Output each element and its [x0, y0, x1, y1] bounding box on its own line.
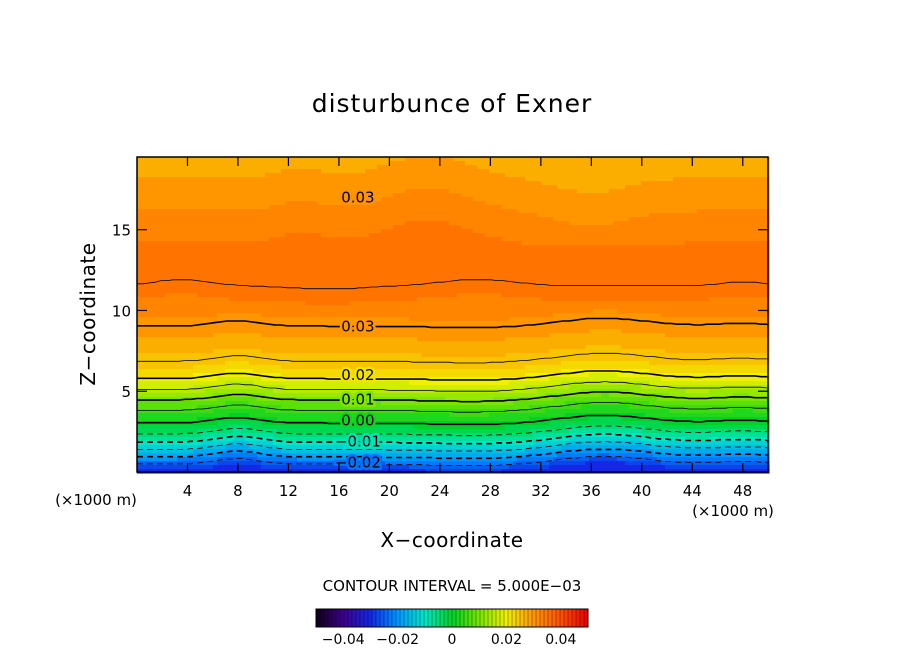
colorbar: −0.04 −0.02 0 0.02 0.04 — [315, 608, 589, 648]
contour-line — [137, 448, 767, 460]
x-tick-label: 48 — [733, 482, 752, 500]
contour-lines — [137, 279, 768, 466]
x-unit-left: (×1000 m) — [55, 491, 137, 509]
x-tick-label: 4 — [183, 482, 193, 500]
contour-line — [137, 279, 768, 290]
contour-label: −0.01 — [335, 432, 381, 450]
contour-label: 0.00 — [341, 411, 374, 429]
colorbar-tick-label: 0 — [448, 632, 457, 648]
x-tick-label: 12 — [279, 482, 298, 500]
contour-line — [137, 425, 767, 437]
plot-area: 0.030.030.020.010.00−0.01−0.02 4 8 12 16 20 2… — [112, 156, 770, 500]
contour-fill — [137, 157, 770, 474]
y-axis: 5 10 15 — [112, 222, 768, 401]
y-tick-label: 15 — [112, 222, 131, 240]
x-tick-label: 40 — [632, 482, 651, 500]
contour-labels: 0.03 0.03 0.02 0.01 0.00 −0.01 −0.02 — [332, 186, 383, 474]
x-axis: 4 8 12 16 20 24 28 32 36 40 44 48 — [183, 157, 752, 500]
contour-line — [137, 456, 767, 466]
contour-label: 0.02 — [341, 366, 374, 384]
colorbar-tick-label: −0.02 — [376, 632, 419, 648]
contour-line — [137, 381, 768, 392]
contour-line — [137, 352, 767, 364]
colorbar-swatches — [315, 609, 589, 627]
colorbar-tick-label: 0.04 — [545, 632, 576, 648]
y-tick-label: 10 — [112, 302, 131, 320]
contour-line — [137, 440, 768, 452]
x-tick-label: 32 — [531, 482, 550, 500]
x-tick-label: 8 — [233, 482, 243, 500]
chart-title: disturbunce of Exner — [312, 89, 593, 118]
contour-label: −0.02 — [335, 453, 381, 471]
x-tick-label: 24 — [430, 482, 449, 500]
x-tick-label: 20 — [380, 482, 399, 500]
contour-label: 0.03 — [341, 188, 374, 206]
contour-line — [137, 402, 767, 413]
x-tick-label: 44 — [683, 482, 702, 500]
contour-line — [137, 414, 767, 426]
colorbar-tick-label: 0.02 — [491, 632, 522, 648]
x-tick-label: 16 — [329, 482, 348, 500]
colorbar-frame — [315, 608, 589, 628]
contour-line — [137, 317, 767, 329]
contour-line — [137, 370, 767, 381]
x-axis-label: X−coordinate — [380, 528, 523, 552]
x-tick-label: 28 — [481, 482, 500, 500]
x-unit-right: (×1000 m) — [692, 502, 774, 520]
colorbar-tick-label: −0.04 — [322, 632, 365, 648]
contour-interval-text: CONTOUR INTERVAL = 5.000E−03 — [323, 577, 582, 595]
contour-label: 0.01 — [341, 390, 374, 408]
contour-line — [137, 433, 768, 445]
plot-frame — [136, 156, 769, 473]
contour-label: 0.03 — [341, 318, 374, 336]
y-axis-label: Z−coordinate — [76, 242, 100, 385]
x-tick-label: 36 — [582, 482, 601, 500]
y-tick-label: 5 — [121, 383, 131, 401]
contour-line — [137, 391, 767, 403]
colorbar-ticks: −0.04 −0.02 0 0.02 0.04 — [322, 632, 577, 648]
